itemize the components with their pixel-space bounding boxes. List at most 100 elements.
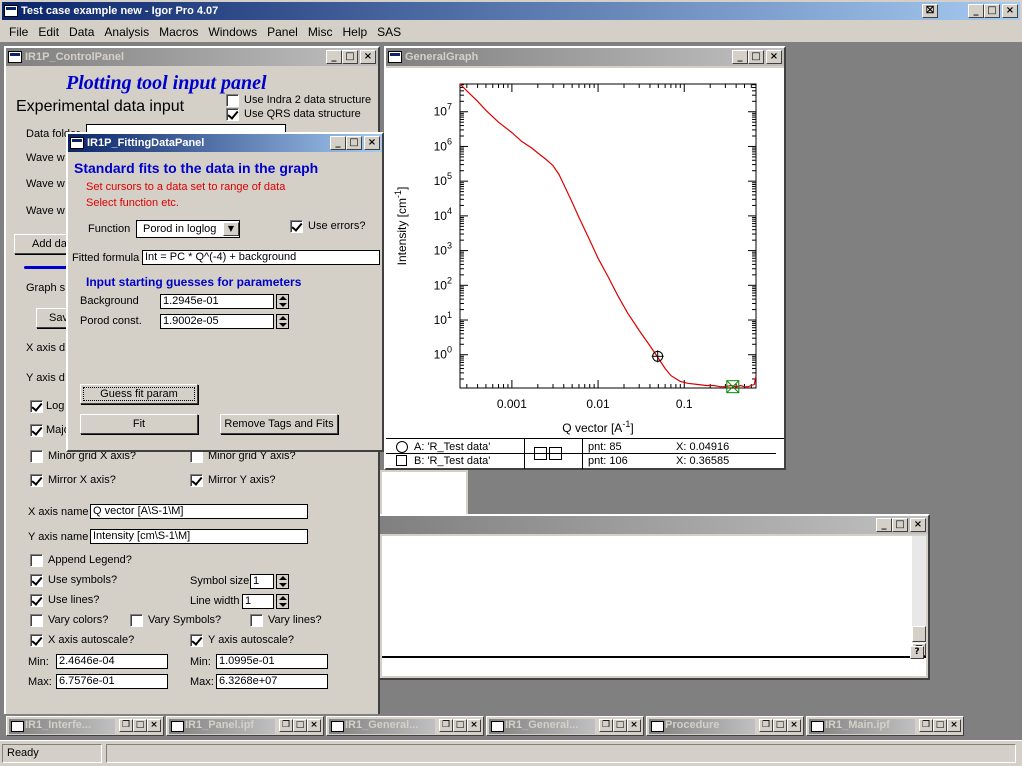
line-width-stepper[interactable] — [276, 594, 289, 609]
mirror-x-checkbox[interactable] — [30, 474, 43, 487]
history-area[interactable] — [382, 536, 912, 656]
maximize-icon[interactable]: □ — [933, 719, 947, 732]
y-min-input[interactable]: 1.0995e-01 — [216, 654, 328, 669]
maximize-icon[interactable]: □ — [773, 719, 787, 732]
close-icon[interactable]: × — [766, 50, 782, 64]
minimized-window[interactable]: IR1_Main.ipf ❐ □ × — [806, 716, 964, 736]
menu-misc[interactable]: Misc — [307, 25, 333, 39]
minimized-window[interactable]: IR1_General... ❐ □ × — [326, 716, 484, 736]
menu-sas[interactable]: SAS — [377, 25, 402, 39]
maximize-icon[interactable]: □ — [984, 4, 1000, 18]
command-line[interactable] — [382, 656, 926, 676]
log-checkbox[interactable] — [30, 400, 43, 413]
background-stepper[interactable] — [276, 294, 289, 309]
menu-data[interactable]: Data — [69, 25, 95, 39]
guess-heading: Input starting guesses for parameters — [86, 275, 302, 289]
y-autoscale-checkbox[interactable] — [190, 634, 203, 647]
hint-2: Select function etc. — [86, 197, 179, 209]
function-select[interactable]: Porod in loglog ▼ — [136, 220, 240, 238]
use-qrs-checkbox[interactable] — [226, 108, 239, 121]
restore-icon[interactable]: ❐ — [279, 719, 293, 732]
mirror-y-checkbox[interactable] — [190, 474, 203, 487]
cursor-b-icon[interactable] — [396, 455, 407, 466]
minimize-icon[interactable]: _ — [968, 4, 984, 18]
use-symbols-checkbox[interactable] — [30, 574, 43, 587]
maximize-icon[interactable]: □ — [342, 50, 358, 64]
vary-lines-checkbox[interactable] — [250, 614, 263, 627]
restore-icon[interactable]: ❐ — [759, 719, 773, 732]
maximize-icon[interactable]: □ — [293, 719, 307, 732]
background-input[interactable]: 1.2945e-01 — [160, 294, 274, 309]
maximize-icon[interactable]: □ — [892, 518, 908, 532]
append-legend-checkbox[interactable] — [30, 554, 43, 567]
close-icon[interactable]: × — [147, 719, 161, 732]
chevron-down-icon[interactable]: ▼ — [223, 222, 239, 236]
y-axis-name-input[interactable]: Intensity [cm\S-1\M] — [90, 529, 308, 544]
minimize-icon[interactable]: _ — [732, 50, 748, 64]
x-min-input[interactable]: 2.4646e-04 — [56, 654, 168, 669]
restore-icon[interactable]: ❐ — [119, 719, 133, 732]
minimized-window[interactable]: IR1_Panel.ipf ❐ □ × — [166, 716, 324, 736]
porod-input[interactable]: 1.9002e-05 — [160, 314, 274, 329]
close-icon[interactable]: × — [627, 719, 641, 732]
close-icon[interactable]: × — [307, 719, 321, 732]
close-icon[interactable]: × — [1002, 4, 1018, 18]
scroll-thumb[interactable] — [912, 626, 926, 642]
menu-panel[interactable]: Panel — [267, 25, 298, 39]
maximize-icon[interactable]: □ — [748, 50, 764, 64]
vary-colors-checkbox[interactable] — [30, 614, 43, 627]
remove-tags-button[interactable]: Remove Tags and Fits — [220, 414, 338, 434]
maximize-icon[interactable]: □ — [613, 719, 627, 732]
intensity-chart[interactable]: 0.001 0.01 0.1 100 101 102 103 104 105 106 107 Q ve… — [386, 68, 784, 438]
close-icon[interactable]: × — [787, 719, 801, 732]
restore-icon[interactable]: ❐ — [919, 719, 933, 732]
restore-icon[interactable]: ❐ — [439, 719, 453, 732]
menu-help[interactable]: Help — [342, 25, 368, 39]
minimize-icon[interactable]: _ — [330, 136, 346, 150]
line-width-label: Line width — [190, 595, 240, 607]
maximize-icon[interactable]: □ — [133, 719, 147, 732]
menu-file[interactable]: File — [9, 25, 29, 39]
help-icon[interactable]: ? — [910, 646, 924, 659]
graph-area[interactable]: 0.001 0.01 0.1 100 101 102 103 104 105 106 107 Q ve… — [386, 68, 784, 438]
formula-input[interactable]: Int = PC * Q^(-4) + background — [142, 250, 380, 265]
history-scrollbar[interactable]: ▼ — [912, 536, 926, 656]
guess-fit-button[interactable]: Guess fit param — [80, 384, 198, 404]
symbol-size-stepper[interactable] — [276, 574, 289, 589]
major-checkbox[interactable] — [30, 424, 43, 437]
symbol-size-input[interactable]: 1 — [250, 574, 274, 589]
x-autoscale-checkbox[interactable] — [30, 634, 43, 647]
close-icon[interactable]: × — [947, 719, 961, 732]
close-icon[interactable]: × — [364, 136, 380, 150]
close-icon[interactable]: × — [910, 518, 926, 532]
maximize-icon[interactable]: □ — [453, 719, 467, 732]
use-errors-checkbox[interactable] — [290, 220, 303, 233]
vary-symbols-checkbox[interactable] — [130, 614, 143, 627]
menu-edit[interactable]: Edit — [38, 25, 60, 39]
menu-macros[interactable]: Macros — [159, 25, 199, 39]
close-icon[interactable]: × — [467, 719, 481, 732]
maximize-icon[interactable]: □ — [346, 136, 362, 150]
menu-windows[interactable]: Windows — [208, 25, 258, 39]
minimized-window[interactable]: IR1_General... ❐ □ × — [486, 716, 644, 736]
minor-y-label: Minor grid Y axis? — [208, 450, 296, 462]
use-indra-checkbox[interactable] — [226, 94, 239, 107]
x-axis-name-input[interactable]: Q vector [A\S-1\M] — [90, 504, 308, 519]
use-lines-checkbox[interactable] — [30, 594, 43, 607]
restore-icon[interactable]: ❐ — [599, 719, 613, 732]
fit-button[interactable]: Fit — [80, 414, 198, 434]
background-window-fragment — [380, 470, 468, 518]
minor-x-checkbox[interactable] — [30, 450, 43, 463]
porod-stepper[interactable] — [276, 314, 289, 329]
y-max-input[interactable]: 6.3268e+07 — [216, 674, 328, 689]
cursor-a-icon[interactable] — [396, 441, 408, 453]
minimized-window[interactable]: IR1_Interfe... ❐ □ × — [6, 716, 164, 736]
x-max-input[interactable]: 6.7576e-01 — [56, 674, 168, 689]
minimized-window[interactable]: Procedure ❐ □ × — [646, 716, 804, 736]
line-width-input[interactable]: 1 — [242, 594, 274, 609]
minimize-icon[interactable]: _ — [876, 518, 892, 532]
close-icon[interactable]: × — [360, 50, 376, 64]
menu-analysis[interactable]: Analysis — [104, 25, 150, 39]
minimize-icon[interactable]: _ — [326, 50, 342, 64]
app-menu-icon[interactable]: ⛝ — [922, 4, 938, 18]
